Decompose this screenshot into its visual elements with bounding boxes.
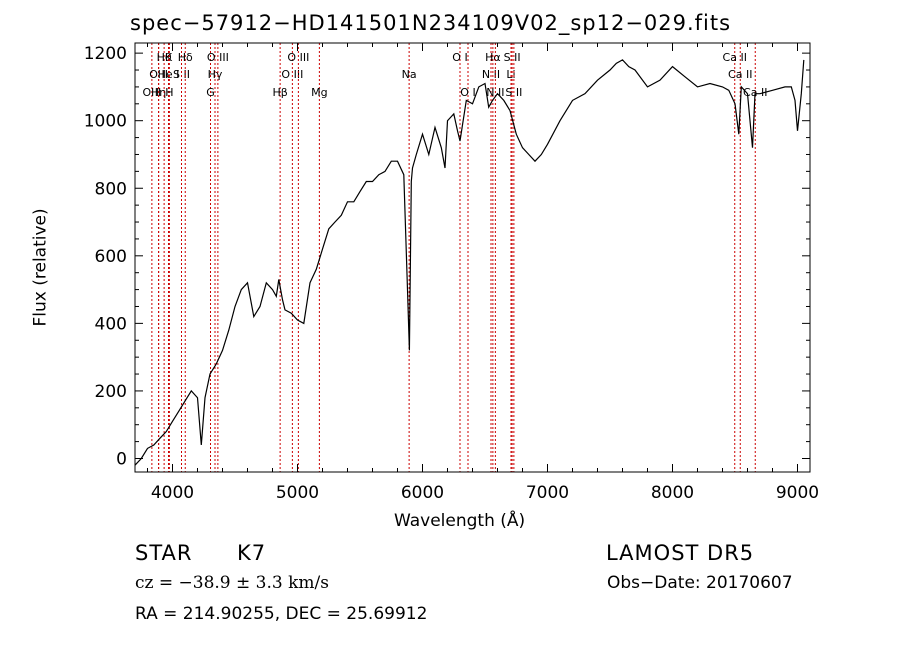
marker-label: Ca II bbox=[728, 68, 752, 81]
marker-label: H bbox=[165, 86, 173, 99]
coordinates: RA = 214.90255, DEC = 25.69912 bbox=[135, 604, 428, 624]
x-tick-label: 9000 bbox=[776, 483, 819, 503]
plot-frame bbox=[134, 42, 811, 473]
x-tick-label: 5000 bbox=[276, 483, 319, 503]
marker-label: Hα bbox=[485, 51, 501, 64]
chart-title: spec−57912−HD141501N234109V02_sp12−029.f… bbox=[130, 11, 732, 35]
marker-label: N II bbox=[482, 68, 500, 81]
marker-label: S II bbox=[173, 68, 190, 81]
y-tick-label: 800 bbox=[95, 179, 127, 199]
marker-label: O III bbox=[207, 51, 229, 64]
marker-label: K bbox=[165, 51, 173, 64]
y-tick-label: 1000 bbox=[84, 112, 127, 132]
object-subclass: K7 bbox=[237, 541, 267, 565]
marker-label: Mg bbox=[311, 86, 327, 99]
marker-label: Hβ bbox=[272, 86, 287, 99]
marker-label: S II bbox=[505, 86, 522, 99]
y-axis-label: Flux (relative) bbox=[30, 208, 51, 327]
marker-label: O II bbox=[143, 86, 162, 99]
marker-label: G bbox=[206, 86, 215, 99]
obs-date: Obs−Date: 20170607 bbox=[607, 573, 793, 593]
y-tick-label: 600 bbox=[95, 247, 127, 267]
marker-label: O III bbox=[281, 68, 303, 81]
marker-label: Na bbox=[402, 68, 417, 81]
marker-label: Ca II bbox=[723, 51, 747, 64]
x-tick-label: 8000 bbox=[651, 483, 694, 503]
object-class: STAR bbox=[135, 541, 193, 565]
marker-label: O III bbox=[287, 51, 309, 64]
y-tick-label: 400 bbox=[95, 314, 127, 334]
marker-label: O I bbox=[460, 86, 475, 99]
spectrum-line bbox=[134, 59, 805, 466]
marker-label: He I bbox=[158, 68, 180, 81]
marker-label: O I bbox=[452, 51, 467, 64]
marker-label: O II bbox=[149, 68, 168, 81]
marker-label: Ca II bbox=[743, 86, 767, 99]
marker-label: Hδ bbox=[178, 51, 193, 64]
y-tick-label: 1200 bbox=[84, 44, 127, 64]
x-tick-label: 6000 bbox=[401, 483, 444, 503]
y-tick-label: 0 bbox=[116, 449, 127, 469]
x-tick-label: 7000 bbox=[526, 483, 569, 503]
y-tick-label: 200 bbox=[95, 382, 127, 402]
marker-label: Li bbox=[506, 68, 515, 81]
marker-label: Hγ bbox=[208, 68, 223, 81]
redshift-text: cz = −38.9 ± 3.3 km/s bbox=[135, 573, 329, 593]
marker-label: S II bbox=[504, 51, 521, 64]
survey-name: LAMOST DR5 bbox=[606, 541, 755, 565]
x-axis-label: Wavelength (Å) bbox=[394, 511, 526, 531]
x-tick-label: 4000 bbox=[151, 483, 194, 503]
